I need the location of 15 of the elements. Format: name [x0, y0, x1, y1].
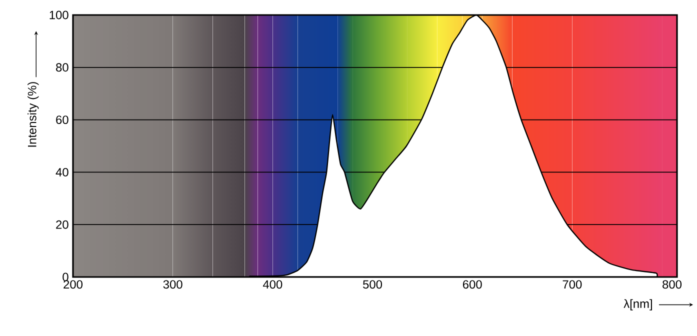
x-tick-label: 500: [363, 280, 382, 289]
y-tick-label: 0: [62, 272, 68, 282]
x-tick-label: 300: [163, 280, 182, 289]
x-tick-label: 700: [562, 280, 582, 289]
y-tick-label: 80: [56, 63, 68, 72]
y-tick-label: 20: [56, 220, 68, 229]
x-tick-label: 400: [262, 280, 282, 289]
y-tick-label: 100: [50, 10, 68, 20]
x-axis-title: λ[nm]: [624, 299, 652, 310]
x-tick-label: 600: [462, 280, 482, 289]
x-tick-label: 200: [64, 280, 83, 289]
x-tick-label: 800: [662, 280, 682, 289]
y-axis-title: Intensity (%): [28, 82, 39, 147]
y-tick-label: 40: [56, 168, 68, 176]
y-tick-label: 60: [56, 116, 68, 124]
